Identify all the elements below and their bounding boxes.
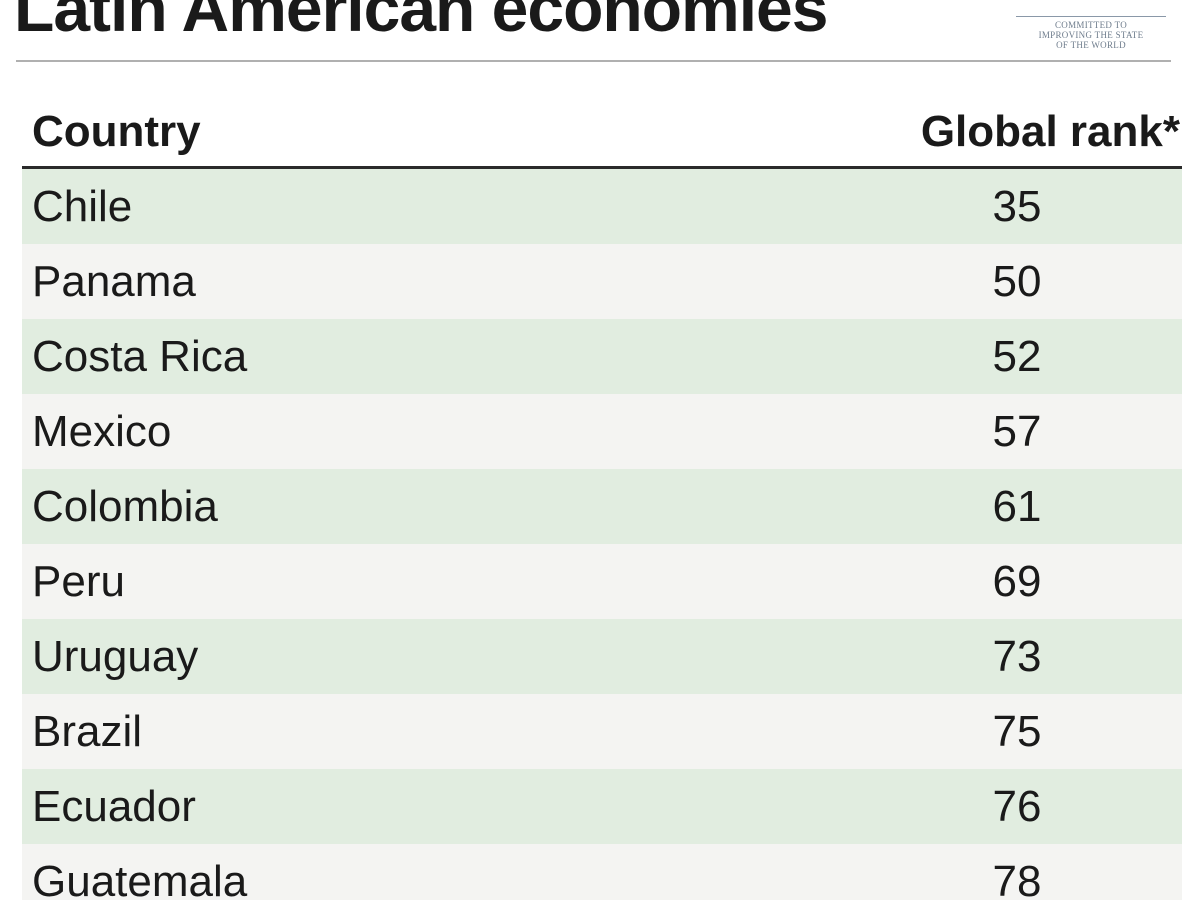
table-row: Uruguay 73 <box>22 619 1182 694</box>
cell-country: Panama <box>32 257 196 306</box>
chart-title: Latin American economies <box>14 0 828 45</box>
logo-line: improving the state <box>1038 30 1144 40</box>
cell-country: Costa Rica <box>32 332 248 381</box>
cell-global-rank: 52 <box>992 332 1042 381</box>
table-row: Chile 35 <box>22 169 1182 244</box>
cell-country: Brazil <box>32 707 143 756</box>
table-row: Costa Rica 52 <box>22 319 1182 394</box>
cell-country: Peru <box>32 557 125 606</box>
cell-global-rank: 57 <box>992 407 1042 456</box>
table-row: Mexico 57 <box>22 394 1182 469</box>
cell-country: Guatemala <box>32 857 248 900</box>
rank-table: Country Global rank* Chile 35 Panama 50 Cost… <box>22 92 1182 900</box>
cell-country: Ecuador <box>32 782 196 831</box>
table-row: Guatemala 78 <box>22 844 1182 900</box>
cell-country: Mexico <box>32 407 172 456</box>
table-row: Brazil 75 <box>22 694 1182 769</box>
table-body: Chile 35 Panama 50 Costa Rica 52 Mexico 57 Colom… <box>22 169 1182 900</box>
column-header-country: Country <box>32 107 201 156</box>
cell-global-rank: 61 <box>992 482 1042 531</box>
cell-global-rank: 69 <box>992 557 1042 606</box>
table-row: Panama 50 <box>22 244 1182 319</box>
cell-global-rank: 73 <box>992 632 1042 681</box>
table-row: Ecuador 76 <box>22 769 1182 844</box>
logo-line: of the world <box>1056 40 1126 50</box>
cell-country: Uruguay <box>32 632 199 681</box>
table-row: Peru 69 <box>22 544 1182 619</box>
table-header-row: Country Global rank* <box>22 92 1182 169</box>
cell-global-rank: 35 <box>992 182 1042 231</box>
table-row: Colombia 61 <box>22 469 1182 544</box>
column-header-global-rank: Global rank* <box>920 107 1180 156</box>
cell-global-rank: 78 <box>992 857 1042 900</box>
cell-country: Chile <box>32 182 133 231</box>
logo: Committed to improving the state of the … <box>1016 16 1166 50</box>
cell-global-rank: 75 <box>992 707 1042 756</box>
title-divider <box>16 60 1171 62</box>
cell-country: Colombia <box>32 482 218 531</box>
logo-line: Committed to <box>1054 20 1128 30</box>
cell-global-rank: 76 <box>992 782 1042 831</box>
cell-global-rank: 50 <box>992 257 1042 306</box>
